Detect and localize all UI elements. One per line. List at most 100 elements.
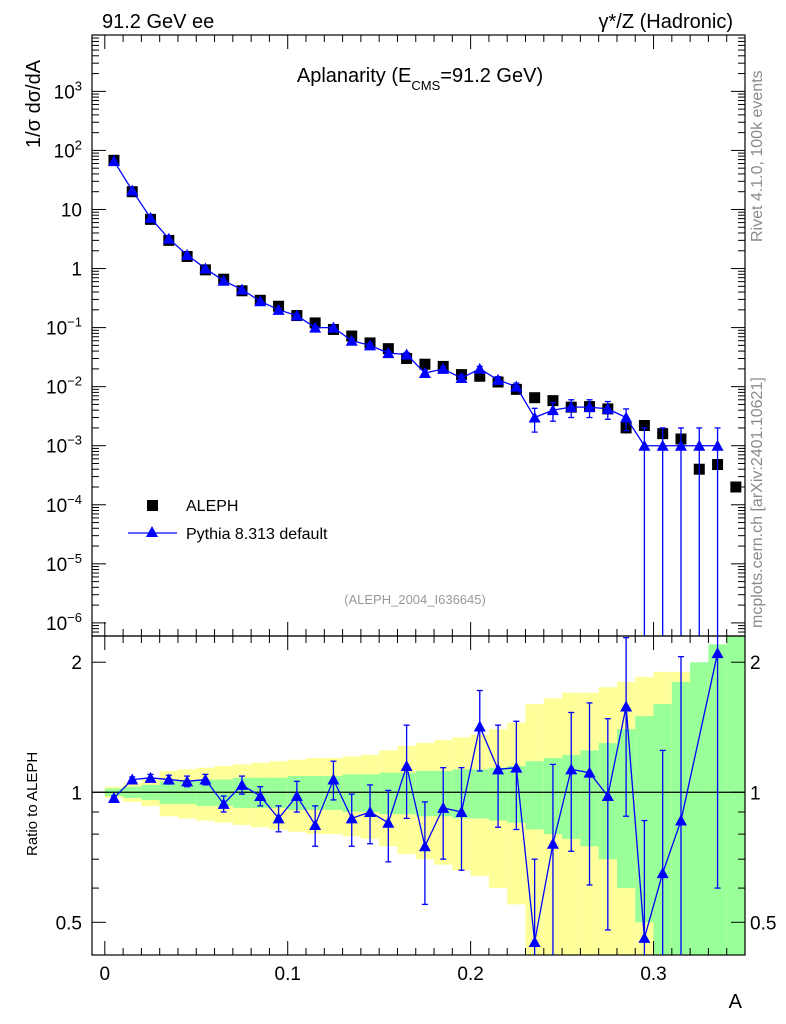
main-y-tick-base: 10 [46, 437, 67, 458]
ratio-point [674, 814, 687, 826]
pythia-point [510, 380, 523, 392]
main-y-tick-exp: −3 [67, 433, 82, 448]
pythia-point [528, 411, 541, 423]
pythia-line [113, 160, 718, 447]
main-y-tick-exp: −2 [67, 374, 82, 389]
ratio-point [309, 818, 322, 830]
main-y-tick-label: 10−4 [46, 492, 82, 517]
pythia-point [126, 184, 139, 196]
pythia-point [473, 362, 486, 374]
main-frame [91, 34, 746, 637]
main-y-tick-exp: −6 [67, 610, 82, 625]
band-stat-bin [525, 761, 544, 830]
pythia-point [546, 404, 559, 416]
pythia-point [199, 262, 212, 274]
legend: ALEPH Pythia 8.313 default [128, 498, 328, 543]
main-title: Aplanarity (ECMS=91.2 GeV) [297, 65, 543, 93]
ratio-uncertainty-bands [104, 636, 745, 955]
ratio-point [656, 867, 669, 879]
main-y-tick-exp: 2 [75, 137, 82, 152]
aleph-point [419, 358, 431, 370]
pythia-point [254, 295, 267, 307]
ratio-point [199, 773, 212, 785]
main-y-tick-base: 10 [46, 378, 67, 399]
main-y-tick-label: 10−6 [46, 610, 82, 635]
main-y-tick-base: 1 [71, 260, 82, 281]
pythia-point [345, 334, 358, 346]
ratio-panel: 0 0.1 0.2 0.3 0.5 0.5 1 1 2 2 [56, 635, 776, 985]
main-y-tick-label: 10 [61, 200, 82, 221]
pythia-point [656, 439, 669, 451]
main-y-tick-base: 10 [46, 614, 67, 635]
ratio-point [345, 812, 358, 824]
pythia-point [418, 367, 431, 379]
ratio-point [235, 778, 248, 790]
ratio-point [126, 773, 139, 785]
ratio-point [455, 806, 468, 818]
ratio-y-tick-label-left: 1 [71, 783, 82, 804]
band-stat-bin [342, 774, 361, 813]
ratio-y-tick-label-right: 2 [750, 653, 761, 674]
ratio-point [437, 801, 450, 813]
pythia-point [492, 373, 505, 385]
ratio-point [144, 771, 157, 783]
main-y-tick-label: 10−2 [46, 374, 82, 399]
x-axis-label: A [729, 991, 743, 1013]
ratio-frame [91, 635, 746, 956]
ratio-point [290, 790, 303, 802]
pythia-point [437, 362, 450, 374]
pythia-point [455, 372, 468, 384]
pythia-point [382, 347, 395, 359]
pythia-point [217, 274, 230, 286]
main-y-tick-exp: −1 [67, 315, 82, 330]
aleph-point [547, 395, 559, 407]
main-y-tick-label: 1 [71, 260, 82, 281]
ratio-point [181, 775, 194, 787]
ratio-x-tick-label: 0.2 [457, 964, 483, 985]
ratio-point [492, 763, 505, 775]
band-stat-bin [306, 776, 325, 810]
ratio-point [528, 936, 541, 948]
pythia-point [327, 321, 340, 333]
pythia-point [601, 402, 614, 414]
pythia-point [272, 303, 285, 315]
main-y-tick-base: 10 [46, 319, 67, 340]
pythia-point [181, 248, 194, 260]
main-title-tail: =91.2 GeV) [440, 65, 543, 87]
main-y-tick-exp: −5 [67, 551, 82, 566]
legend-marker-pythia [146, 526, 158, 537]
ratio-y-tick-label-right: 0.5 [750, 913, 776, 934]
legend-label-aleph: ALEPH [186, 498, 238, 515]
ratio-series [107, 636, 724, 955]
ratio-point [217, 797, 230, 809]
ratio-point [711, 647, 724, 659]
main-y-tick-exp: 3 [75, 78, 82, 93]
band-stat-bin [635, 716, 654, 923]
pythia-point [693, 439, 706, 451]
pythia-point [235, 283, 248, 295]
band-stat-bin [269, 777, 288, 808]
ratio-point [638, 931, 651, 943]
main-y-tick-base: 10 [61, 200, 82, 221]
aleph-point [730, 481, 742, 493]
ratio-point [364, 806, 377, 818]
pythia-point [711, 439, 724, 451]
ratio-point [473, 720, 486, 732]
ratio-y-label: Ratio to ALEPH [24, 752, 41, 856]
reference-id: (ALEPH_2004_I636645) [344, 592, 486, 607]
main-title-text: Aplanarity (E [297, 65, 412, 87]
main-y-tick-base: 10 [54, 141, 75, 162]
band-stat-bin [690, 662, 709, 955]
pythia-point [620, 411, 633, 423]
pythia-point [565, 401, 578, 413]
pythia-point [309, 321, 322, 333]
header-left: 91.2 GeV ee [102, 11, 214, 33]
aleph-point [474, 370, 486, 382]
main-y-tick-base: 10 [46, 555, 67, 576]
ratio-point [162, 773, 175, 785]
ratio-y-tick-label-right: 1 [750, 783, 761, 804]
main-title-sub: CMS [411, 78, 440, 93]
ratio-point [400, 760, 413, 772]
